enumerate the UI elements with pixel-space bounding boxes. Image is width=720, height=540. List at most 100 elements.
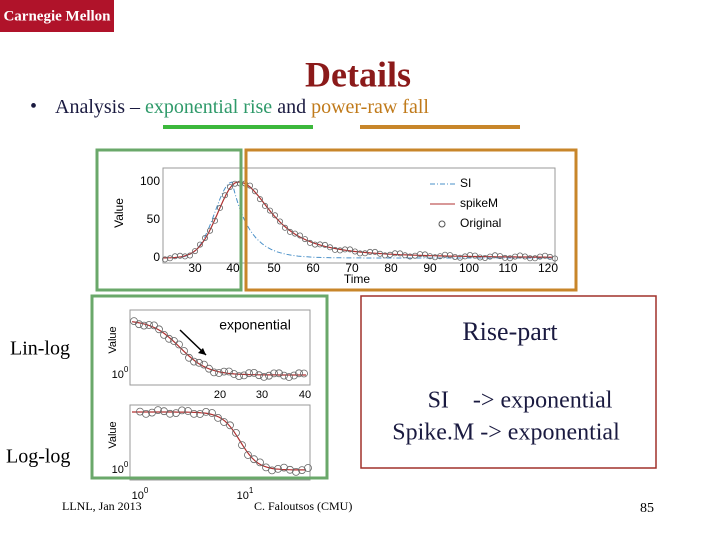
original-point xyxy=(296,232,303,239)
original-point xyxy=(276,218,283,225)
original-point xyxy=(155,325,163,334)
highlight-box xyxy=(90,294,329,480)
original-point xyxy=(251,188,258,195)
original-point xyxy=(226,183,233,190)
original-point xyxy=(226,421,234,430)
original-point xyxy=(285,373,293,381)
y-tick-label: 100 xyxy=(112,460,129,476)
original-point xyxy=(220,367,228,376)
original-point xyxy=(260,372,268,381)
original-point xyxy=(211,217,218,224)
original-point xyxy=(145,321,153,329)
original-point xyxy=(235,372,243,381)
original-point xyxy=(208,409,216,417)
original-point xyxy=(142,409,150,418)
x-tick-label: 100 xyxy=(459,261,479,275)
original-point xyxy=(201,234,208,241)
original-point xyxy=(238,441,246,450)
x-tick-label: 120 xyxy=(538,261,558,275)
bullet-part: power-raw fall xyxy=(311,96,429,118)
original-point xyxy=(396,250,403,257)
original-point xyxy=(190,357,198,366)
original-point xyxy=(255,371,263,380)
y-tick-label: 50 xyxy=(147,212,161,226)
x-tick-label: 40 xyxy=(299,389,311,401)
original-point xyxy=(256,458,264,467)
y-tick-label: 0 xyxy=(153,250,160,264)
x-tick-label: 60 xyxy=(306,261,320,275)
legend-label: spikeM xyxy=(460,196,498,210)
original-point xyxy=(250,455,258,464)
original-point xyxy=(175,340,183,349)
bullet-part: Analysis – xyxy=(55,96,145,118)
original-point xyxy=(274,464,282,473)
legend-label: Original xyxy=(460,216,501,230)
original-point xyxy=(446,252,453,259)
original-point xyxy=(200,360,208,369)
arrow-head xyxy=(198,348,206,355)
original-point xyxy=(196,410,204,418)
legend-label: SI xyxy=(460,176,471,190)
original-point xyxy=(326,244,333,251)
y-tick-label: 100 xyxy=(112,365,129,381)
original-point xyxy=(154,406,162,415)
x-tick-label: 100 xyxy=(132,486,149,502)
highlight-box xyxy=(244,148,578,292)
x-tick-label: 110 xyxy=(498,261,517,275)
bullet-part: exponential rise xyxy=(145,96,272,118)
original-point xyxy=(220,418,228,426)
original-point xyxy=(301,236,308,243)
original-point xyxy=(421,251,428,258)
side-label: Log-log xyxy=(6,446,70,468)
original-point xyxy=(196,241,203,248)
original-point xyxy=(280,371,288,380)
original-point xyxy=(552,255,559,262)
original-point xyxy=(300,369,308,378)
callout-line: Spike.M -> exponential xyxy=(392,420,620,446)
original-point xyxy=(232,428,240,437)
original-point xyxy=(371,248,378,255)
base: 10 xyxy=(132,490,144,502)
original-point xyxy=(178,406,186,415)
bullet-part: and xyxy=(272,96,311,118)
original-point xyxy=(270,369,278,378)
footer-center: C. Faloutsos (CMU) xyxy=(254,499,352,513)
x-tick-label: 30 xyxy=(188,261,202,275)
base: 10 xyxy=(112,464,124,476)
original-point xyxy=(286,465,294,474)
exponent: 0 xyxy=(144,486,149,495)
original-point xyxy=(205,364,213,373)
original-point xyxy=(336,247,343,254)
y-tick-label: 100 xyxy=(140,174,160,188)
original-point xyxy=(180,347,188,355)
logo: Carnegie Mellon xyxy=(3,8,111,24)
original-point xyxy=(291,230,298,237)
annotation: exponential xyxy=(219,317,291,333)
x-tick-label: 20 xyxy=(214,389,226,401)
exponent: 0 xyxy=(124,460,129,469)
original-point xyxy=(351,248,358,255)
fit-curve xyxy=(132,411,307,471)
y-label: Value xyxy=(107,421,119,448)
original-point xyxy=(271,212,278,219)
original-point xyxy=(244,451,252,459)
x-tick-label: 90 xyxy=(423,261,437,275)
original-point xyxy=(166,255,173,262)
y-label: Value xyxy=(112,198,126,228)
original-point xyxy=(230,370,238,378)
plot-frame xyxy=(162,167,556,264)
original-point xyxy=(140,321,148,330)
original-point xyxy=(471,252,478,259)
slide-title: Details xyxy=(305,54,411,94)
original-point xyxy=(298,466,306,475)
original-point xyxy=(160,330,168,339)
callout-box xyxy=(360,295,657,469)
original-point xyxy=(195,358,203,367)
original-point xyxy=(166,409,174,418)
original-point xyxy=(295,369,303,378)
original-point xyxy=(165,334,173,343)
original-point xyxy=(451,253,458,260)
original-point xyxy=(202,407,210,416)
exponent: 1 xyxy=(249,486,254,495)
